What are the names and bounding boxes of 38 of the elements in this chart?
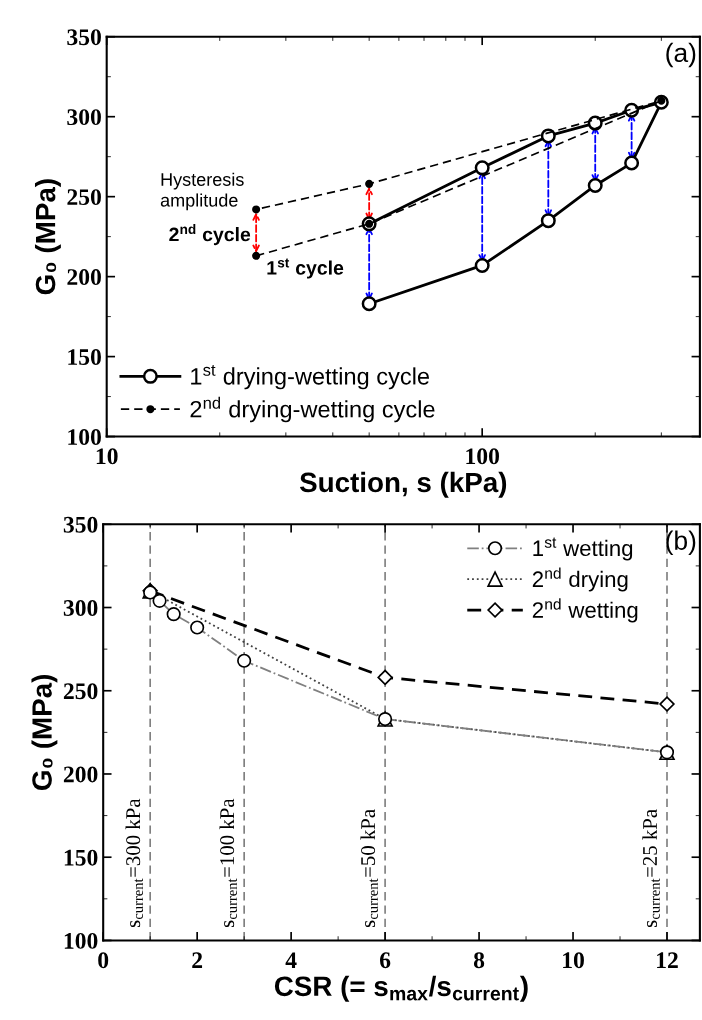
y-tick-label: 150 [64,849,98,866]
y-tick-label: 350 [67,29,101,46]
annotation: (a) [666,42,696,68]
y-tick-label: 200 [67,269,101,286]
x-axis-title: CSR (= s$_{max}$/s$_{current}$) [274,975,528,1002]
y-tick-label: 250 [63,683,98,700]
x-tick-label: 10 [96,448,118,465]
x-tick-label: 6 [380,952,391,969]
x-tick-label: 8 [473,952,485,969]
y-tick-label: 100 [64,932,98,949]
y-axis-title: G₀ (MPa) [31,675,58,790]
legend-label: 1$^{st}$ drying-wetting cycle [191,365,430,390]
x-axis-title: Suction, s (kPa) [299,471,507,498]
annotation: Hysteresis amplitude [160,172,244,211]
annotation: (b) [666,530,696,556]
annotation: s$_{current}$=300 kPa [125,798,143,928]
legend-label: 2$^{nd}$ drying-wetting cycle [190,396,435,423]
x-tick-label: 4 [285,952,297,968]
y-tick-label: 150 [68,349,101,366]
legend-label: 1$^{st}$ wetting [533,537,633,561]
legend-label: 2$^{nd}$ wetting [532,598,638,623]
x-tick-label: 12 [657,952,678,968]
y-axis-title: G₀ (MPa) [34,179,61,295]
y-tick-label: 300 [67,109,101,126]
y-tick-label: 200 [63,766,98,783]
x-tick-label: 0 [98,952,109,969]
annotation: s$_{current}$=50 kPa [360,809,378,928]
y-tick-label: 100 [68,429,101,445]
annotation: 1$^{st}$ cycle [267,258,344,279]
annotation: s$_{current}$=25 kPa [642,809,660,928]
legend-label: 2$^{nd}$ drying [532,567,628,592]
y-tick-label: 300 [63,600,98,616]
annotation: 2$^{nd}$ cycle [169,224,251,246]
y-tick-label: 350 [63,516,98,533]
x-tick-label: 10 [563,952,584,969]
annotation: s$_{current}$=100 kPa [219,798,237,928]
y-tick-label: 250 [67,189,101,206]
x-tick-label: 2 [192,952,203,968]
